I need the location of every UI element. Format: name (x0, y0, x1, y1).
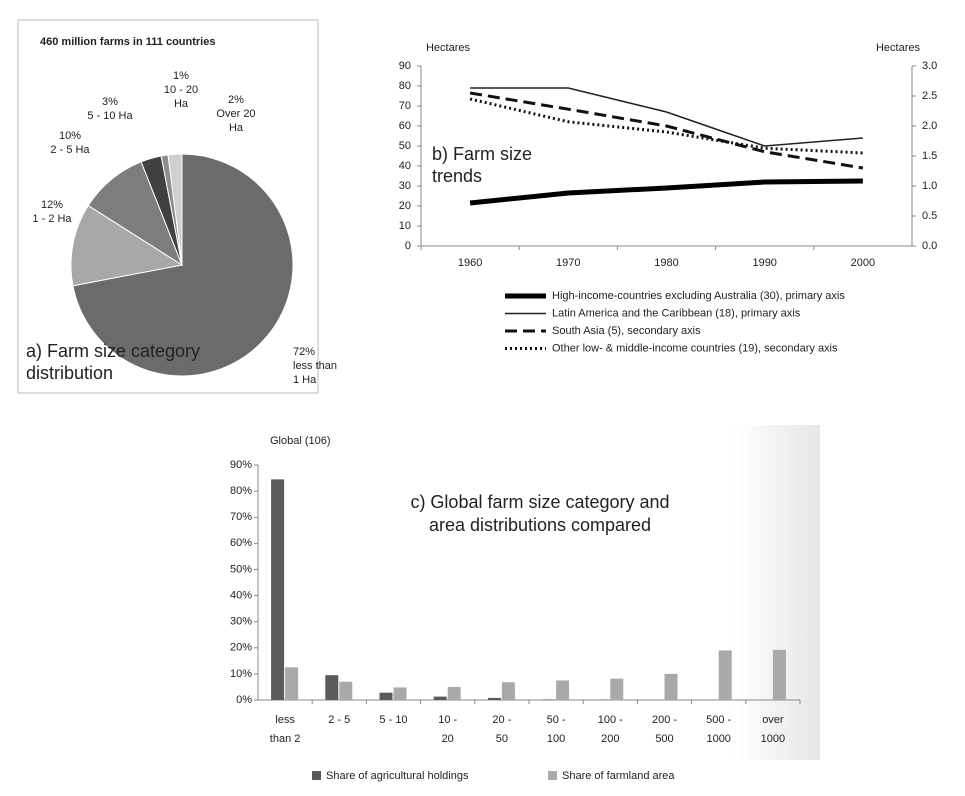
legend-swatch (548, 771, 557, 780)
bar (285, 667, 299, 700)
x-tick-label: 100 -200 (598, 714, 623, 745)
bar (664, 673, 678, 700)
slice-label: 2 - 5 Ha (50, 144, 90, 156)
pie-slice (72, 153, 294, 377)
bar (339, 681, 353, 700)
slice-label: 1 - 2 Ha (32, 213, 72, 225)
bar (271, 479, 285, 700)
y-tick-label: 90% (230, 459, 252, 471)
bar (379, 692, 393, 700)
slice-value-label: 10% (59, 130, 81, 142)
bar (447, 686, 461, 700)
x-tick-label: less than 2 (270, 714, 301, 745)
bar (772, 649, 786, 700)
panel-annotation: b) Farm size trends (432, 144, 532, 186)
y-tick-label: 10% (230, 668, 252, 680)
y-tick-label: 30% (230, 616, 252, 628)
y-tick-label: 80% (230, 485, 252, 497)
y-tick-label: 50 (399, 140, 411, 152)
y2-tick-label: 0.5 (922, 210, 937, 222)
y-tick-label: 0 (405, 240, 411, 252)
chart-title: 460 million farms in 111 countries (40, 36, 215, 48)
y-tick-label: 20% (230, 642, 252, 654)
slice-value-label: 12% (41, 199, 63, 211)
legend-label: Other low- & middle-income countries (19… (552, 342, 838, 354)
x-tick-label: 2000 (851, 257, 875, 269)
y-tick-label: 60 (399, 120, 411, 132)
bar (433, 696, 447, 700)
x-tick-label: 500 -1000 (706, 714, 731, 745)
y2-axis-label: Hectares (876, 42, 921, 54)
slice-label: 5 - 10 Ha (87, 110, 133, 122)
panel-c-background (240, 425, 820, 760)
x-tick-label: 20 -50 (492, 714, 511, 745)
bar (501, 682, 515, 700)
line-series (469, 91, 864, 170)
slice-value-label: 72% (293, 346, 315, 358)
x-tick-label: 50 -100 (547, 714, 566, 745)
y2-tick-label: 1.0 (922, 180, 937, 192)
x-tick-label: 200 -500 (652, 714, 677, 745)
legend-label: Latin America and the Caribbean (18), pr… (552, 307, 801, 319)
line-series (469, 178, 863, 206)
y2-tick-label: 0.0 (922, 240, 937, 252)
y-tick-label: 80 (399, 80, 411, 92)
slice-value-label: 3% (102, 96, 118, 108)
y-tick-label: 70% (230, 511, 252, 523)
y-tick-label: 70 (399, 100, 411, 112)
y2-tick-label: 3.0 (922, 60, 937, 72)
y-axis-label: Hectares (426, 42, 471, 54)
pie-slice (70, 204, 184, 287)
x-tick-label: 1980 (654, 257, 678, 269)
y-tick-label: 0% (236, 694, 252, 706)
slice-value-label: 2% (228, 94, 244, 106)
x-tick-label: 1970 (556, 257, 580, 269)
x-tick-label: over 1000 (761, 714, 785, 745)
slice-label: Over 20 Ha (216, 108, 255, 134)
slice-value-label: 1% (173, 70, 189, 82)
legend-label: High-income-countries excluding Australi… (552, 290, 845, 302)
chart-subtitle: Global (106) (270, 435, 331, 447)
y-tick-label: 20 (399, 200, 411, 212)
bar (393, 687, 407, 700)
y2-tick-label: 2.0 (922, 120, 937, 132)
y-tick-label: 40% (230, 589, 252, 601)
legend-label: Share of farmland area (562, 770, 675, 782)
bar (556, 680, 570, 700)
panel-annotation: a) Farm size category distribution (26, 341, 200, 383)
y-tick-label: 40 (399, 160, 411, 172)
panel-annotation: c) Global farm size category and area dis… (410, 492, 669, 535)
legend-swatch (312, 771, 321, 780)
legend-label: Share of agricultural holdings (326, 770, 469, 782)
bar (542, 699, 556, 700)
bar (487, 697, 501, 700)
bar (325, 675, 339, 700)
line-series (470, 87, 863, 147)
x-tick-label: 10 -20 (438, 714, 457, 745)
y-tick-label: 10 (399, 220, 411, 232)
slice-label: less than 1 Ha (293, 360, 337, 386)
bar (718, 650, 732, 700)
line-series (469, 97, 863, 155)
x-tick-label: 1990 (752, 257, 776, 269)
legend-label: South Asia (5), secondary axis (552, 325, 701, 337)
y-tick-label: 30 (399, 180, 411, 192)
bar (610, 678, 624, 700)
y-tick-label: 50% (230, 563, 252, 575)
x-tick-label: 2 - 5 (328, 714, 350, 726)
y2-tick-label: 1.5 (922, 150, 937, 162)
y2-tick-label: 2.5 (922, 90, 937, 102)
x-tick-label: 5 - 10 (379, 714, 407, 726)
pie-slice (167, 153, 183, 266)
slice-label: 10 - 20 Ha (164, 84, 198, 110)
y-tick-label: 60% (230, 537, 252, 549)
y-tick-label: 90 (399, 60, 411, 72)
x-tick-label: 1960 (458, 257, 482, 269)
